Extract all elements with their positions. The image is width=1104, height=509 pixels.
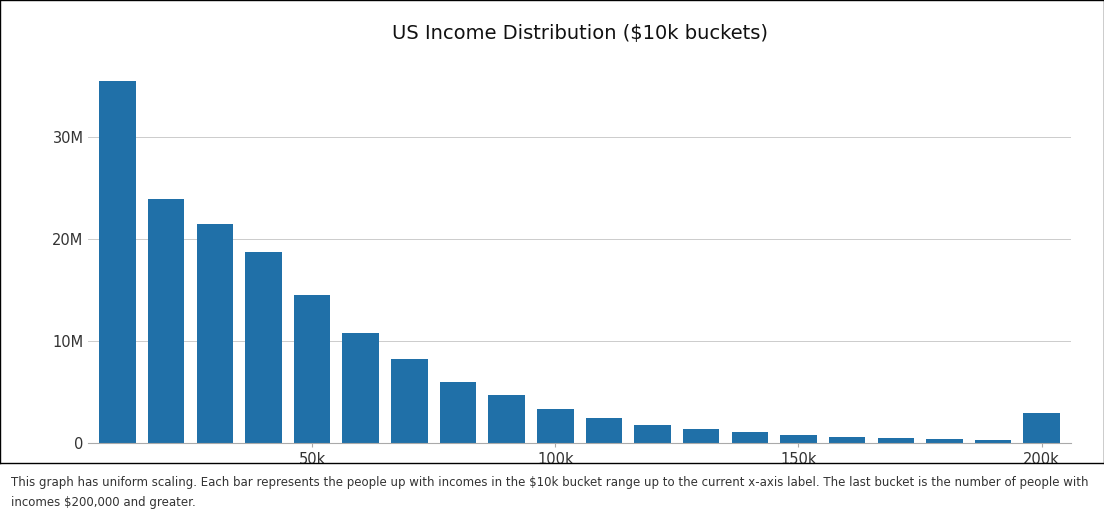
Bar: [975, 440, 1011, 443]
Bar: [148, 199, 184, 443]
Bar: [829, 437, 866, 443]
Title: US Income Distribution ($10k buckets): US Income Distribution ($10k buckets): [392, 24, 767, 43]
Text: This graph has uniform scaling. Each bar represents the people up with incomes i: This graph has uniform scaling. Each bar…: [11, 476, 1089, 489]
Bar: [99, 81, 136, 443]
Bar: [1023, 413, 1060, 443]
Bar: [732, 432, 768, 443]
Bar: [878, 438, 914, 443]
Bar: [586, 418, 623, 443]
Bar: [342, 333, 379, 443]
Bar: [488, 395, 524, 443]
Bar: [439, 382, 476, 443]
Bar: [537, 409, 573, 443]
Bar: [197, 224, 233, 443]
Bar: [781, 435, 817, 443]
Bar: [294, 295, 330, 443]
Text: incomes $200,000 and greater.: incomes $200,000 and greater.: [11, 496, 195, 509]
Bar: [683, 429, 720, 443]
Bar: [391, 359, 427, 443]
Bar: [926, 439, 963, 443]
Bar: [245, 252, 282, 443]
Bar: [635, 425, 671, 443]
